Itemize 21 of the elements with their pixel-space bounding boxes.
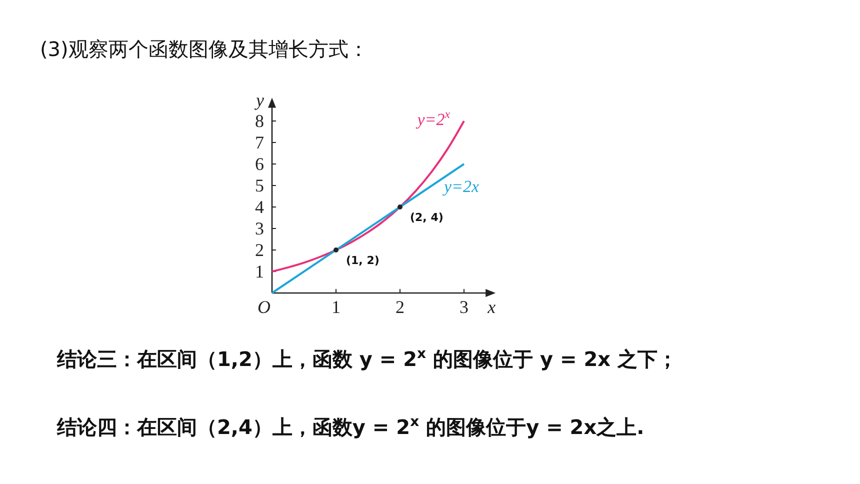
series-label: y=2x	[442, 177, 480, 196]
y-tick-label: 4	[255, 197, 264, 217]
y-tick-label: 6	[255, 154, 264, 174]
y-tick-label: 1	[255, 262, 264, 282]
y-tick-label: 2	[255, 240, 264, 260]
annotation: (1, 2)	[346, 254, 380, 267]
x-tick-label: 2	[396, 297, 404, 317]
text: 结论四：在区间（2,4）上，函数y = 2$^{x}$ 的图像位于y = 2x之上.	[56, 414, 644, 439]
y-tick-label: 5	[255, 176, 264, 196]
y-axis-title: y	[254, 90, 264, 110]
text: 结论三：在区间（1,2）上，函数 y = 2$^{x}$ 的图像位于 y = 2x 之下；	[56, 346, 678, 371]
y-tick-label: 7	[255, 132, 264, 152]
x-tick-label: 3	[460, 297, 468, 317]
x-tick-label: 1	[332, 297, 340, 317]
series-label: y=2$^{x}$	[415, 107, 451, 129]
chart-title: (3)观察两个函数图像及其增长方式：	[40, 37, 368, 61]
y-tick-label: 3	[255, 218, 264, 238]
x-tick-label: O	[258, 297, 270, 317]
annotation: (2, 4)	[410, 211, 444, 224]
y-tick-label: 8	[255, 111, 264, 131]
x-axis-title: x	[486, 297, 496, 317]
